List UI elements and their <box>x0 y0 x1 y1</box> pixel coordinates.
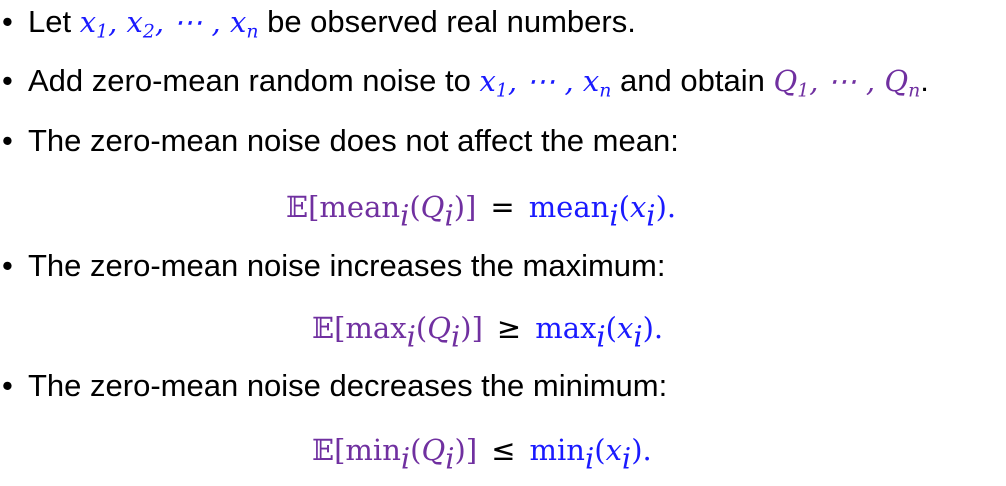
text: Add zero-mean random noise to <box>28 63 480 98</box>
text: Let <box>28 4 80 39</box>
bullet-line-3: • The zero-mean noise does not affect the… <box>0 121 679 161</box>
bullet-line-5: • The zero-mean noise decreases the minim… <box>0 366 667 406</box>
formula-min: 𝔼[mini(Qi)] ≤ mini(xi). <box>312 433 652 476</box>
bullet-icon: • <box>2 123 13 158</box>
text: The zero-mean noise does not affect the … <box>28 123 679 158</box>
text: The zero-mean noise increases the maximu… <box>28 248 666 283</box>
text: The zero-mean noise decreases the minimu… <box>28 368 668 403</box>
bullet-line-2: • Add zero-mean random noise to x1, ⋯ , x… <box>0 61 929 101</box>
text: . <box>920 63 929 98</box>
math-sequence-x: x1, x2, ⋯ , xn <box>79 5 259 43</box>
formula-max: 𝔼[maxi(Qi)] ≥ maxi(xi). <box>312 311 664 354</box>
bullet-icon: • <box>2 248 13 283</box>
bullet-icon: • <box>2 368 13 403</box>
text: and obtain <box>611 63 774 98</box>
math-sequence-x: x1, ⋯ , xn <box>479 64 612 102</box>
bullet-icon: • <box>2 4 13 39</box>
text: be observed real numbers. <box>258 4 636 39</box>
bullet-line-1: • Let x1, x2, ⋯ , xn be observed real num… <box>0 2 636 42</box>
bullet-line-4: • The zero-mean noise increases the maxim… <box>0 246 665 286</box>
math-sequence-q: Q1, ⋯ , Qn <box>773 64 921 102</box>
bullet-icon: • <box>2 63 13 98</box>
formula-mean: 𝔼[meani(Qi)] = meani(xi). <box>286 190 677 233</box>
